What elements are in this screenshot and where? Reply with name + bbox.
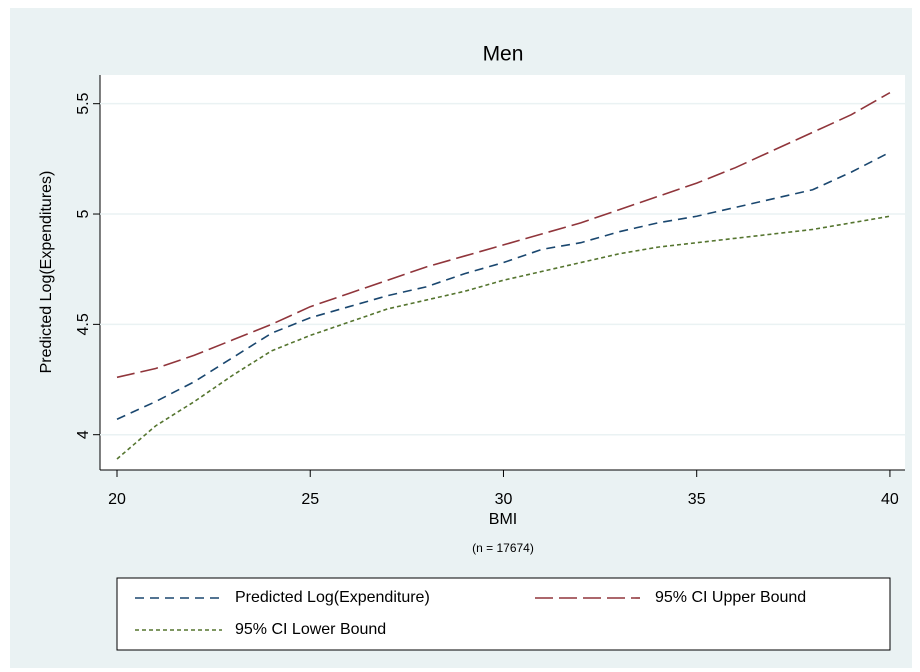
y-tick-label: 5: [75, 209, 92, 218]
x-axis-label: BMI: [489, 511, 517, 528]
legend-label: 95% CI Upper Bound: [655, 589, 806, 606]
y-axis-label: Predicted Log(Expenditures): [38, 171, 55, 374]
y-tick-label: 5.5: [75, 92, 92, 114]
note: (n = 17674): [472, 541, 534, 555]
y-tick-label: 4.5: [75, 313, 92, 335]
chart-title: Men: [483, 43, 524, 66]
x-tick-label: 35: [688, 491, 706, 508]
series-line: [116, 215, 891, 460]
y-tick-label: 4: [75, 430, 92, 439]
legend: [116, 577, 891, 651]
x-tick-label: 25: [301, 491, 319, 508]
x-tick-label: 30: [495, 491, 513, 508]
series-line: [116, 91, 891, 379]
legend-label: Predicted Log(Expenditure): [235, 589, 430, 606]
legend-label: 95% CI Lower Bound: [235, 621, 386, 638]
plot-area: [100, 75, 905, 470]
x-tick-label: 40: [881, 491, 899, 508]
x-tick-label: 20: [108, 491, 126, 508]
